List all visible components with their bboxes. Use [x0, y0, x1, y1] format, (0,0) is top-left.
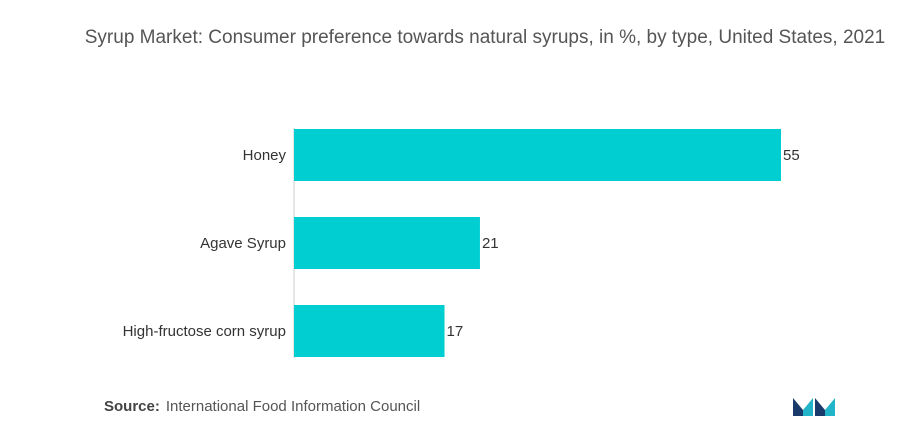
bars-layer: Honey 55 Agave Syrup 21 High-fructose corn s…	[123, 129, 800, 357]
mordor-logo-icon	[793, 398, 835, 416]
chart-title: Syrup Market: Consumer preference toward…	[84, 27, 886, 48]
bar	[294, 305, 445, 357]
category-label: High-fructose corn syrup	[123, 323, 286, 340]
bar	[294, 217, 480, 269]
source-text: International Food Information Council	[165, 398, 421, 415]
source-label: Source:	[104, 398, 160, 415]
category-label: Honey	[243, 147, 287, 164]
bar	[294, 129, 781, 181]
source-note: Source: International Food Information Co…	[104, 398, 420, 415]
category-label: Agave Syrup	[200, 235, 286, 252]
value-label: 55	[783, 147, 800, 164]
value-label: 21	[482, 235, 499, 252]
value-label: 17	[447, 323, 464, 340]
